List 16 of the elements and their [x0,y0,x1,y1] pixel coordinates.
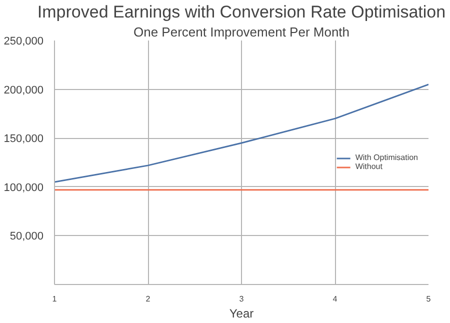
legend-label: Without [355,162,382,171]
x-tick-label: 3 [239,294,244,304]
x-tick-label: 2 [146,294,151,304]
chart-subtitle: One Percent Improvement Per Month [133,24,350,40]
y-tick-label: 250,000 [4,36,44,48]
y-tick-label: 150,000 [4,133,44,146]
x-tick-label: 5 [426,294,432,304]
chart-title: Improved Earnings with Conversion Rate Optimisation [37,2,446,22]
x-tick-label: 4 [332,294,338,304]
y-tick-label: 100,000 [4,182,44,194]
legend-label: With Optimisation [355,153,418,162]
y-tick-label: 50,000 [10,230,44,243]
x-axis-title: Year [229,306,254,320]
y-tick-label: 200,000 [4,84,44,96]
x-tick-label: 1 [52,294,58,304]
line-series [54,84,428,183]
